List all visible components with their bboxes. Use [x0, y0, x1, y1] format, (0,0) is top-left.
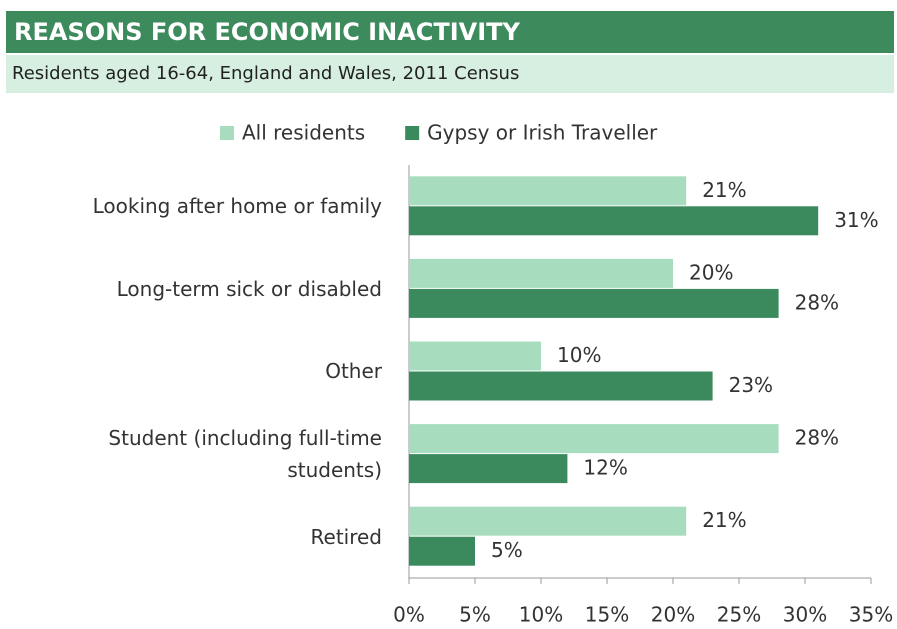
x-tick-label: 5% — [459, 603, 491, 627]
y-tick-label: Long-term sick or disabled — [116, 276, 382, 301]
bar — [409, 424, 779, 454]
bar — [409, 176, 687, 206]
bar — [409, 506, 687, 536]
value-label: 20% — [689, 260, 733, 284]
bar — [409, 206, 819, 236]
bar — [409, 258, 673, 288]
legend-swatch — [405, 126, 420, 140]
value-label: 10% — [557, 343, 601, 367]
x-tick-label: 0% — [393, 603, 425, 627]
value-label: 21% — [702, 178, 746, 202]
legend-swatch — [220, 126, 234, 140]
x-tick-label: 10% — [519, 603, 563, 627]
y-tick-label: Student (including full-time students) — [108, 426, 382, 483]
x-tick-label: 20% — [651, 603, 695, 627]
x-tick-label: 15% — [585, 603, 629, 627]
x-tick-label: 35% — [849, 603, 893, 627]
chart-title: REASONS FOR ECONOMIC INACTIVITY — [6, 11, 894, 53]
value-label: 28% — [795, 290, 839, 314]
y-tick-label: Looking after home or family — [92, 194, 382, 219]
value-label: 31% — [834, 208, 878, 232]
value-label: 23% — [729, 373, 773, 397]
x-tick-label: 25% — [717, 603, 761, 627]
bar — [409, 454, 568, 484]
value-label: 21% — [702, 508, 746, 532]
bar — [409, 536, 475, 566]
value-label: 12% — [583, 456, 627, 480]
y-tick-label: Other — [325, 359, 382, 384]
legend-label: Gypsy or Irish Traveller — [427, 121, 658, 145]
bar — [409, 371, 713, 401]
legend-label: All residents — [242, 121, 365, 145]
chart-subtitle: Residents aged 16-64, England and Wales,… — [6, 55, 894, 93]
bar — [409, 341, 541, 371]
value-label: 5% — [491, 538, 523, 562]
x-tick-label: 30% — [783, 603, 827, 627]
y-tick-label: Retired — [310, 524, 382, 549]
value-label: 28% — [795, 426, 839, 450]
bar — [409, 288, 779, 318]
